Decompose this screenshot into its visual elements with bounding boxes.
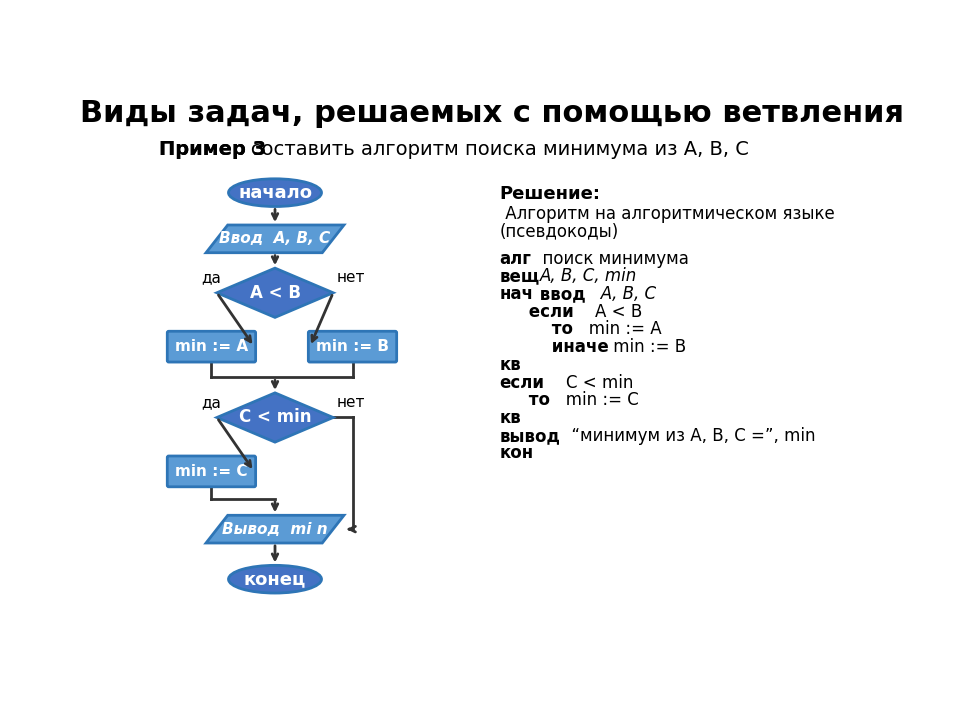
Polygon shape (217, 268, 333, 318)
Text: А, В, С: А, В, С (586, 285, 657, 303)
Text: вывод: вывод (500, 427, 561, 445)
Text: нач: нач (500, 285, 534, 303)
Ellipse shape (228, 179, 322, 207)
Text: то: то (500, 391, 550, 409)
Text: Решение:: Решение: (500, 185, 601, 203)
Text: нет: нет (337, 270, 366, 285)
Text: (псевдокоды): (псевдокоды) (500, 222, 619, 240)
Text: Алгоритм на алгоритмическом языке: Алгоритм на алгоритмическом языке (500, 205, 834, 223)
Text: алг: алг (500, 250, 532, 268)
Text: вещ: вещ (500, 267, 540, 285)
Text: кв: кв (500, 409, 521, 427)
Text: min := А: min := А (573, 320, 661, 338)
Text: поиск минимума: поиск минимума (532, 250, 688, 268)
Text: C < min: C < min (239, 408, 311, 426)
Text: ввод: ввод (534, 285, 586, 303)
FancyBboxPatch shape (167, 331, 255, 362)
Ellipse shape (228, 565, 322, 593)
Text: Пример 3: Пример 3 (158, 140, 266, 159)
Text: если: если (500, 303, 573, 321)
FancyBboxPatch shape (167, 456, 255, 487)
Polygon shape (206, 516, 344, 543)
Text: то: то (500, 320, 573, 338)
Text: А < В: А < В (250, 284, 300, 302)
Text: min := В: min := В (609, 338, 686, 356)
Text: “минимум из А, В, С =”, min: “минимум из А, В, С =”, min (561, 427, 815, 445)
Text: min := A: min := A (175, 339, 248, 354)
Text: А < В: А < В (573, 303, 641, 321)
Text: min := B: min := B (316, 339, 389, 354)
Text: min := C: min := C (175, 464, 248, 479)
Text: Ввод  А, В, С: Ввод А, В, С (220, 231, 330, 246)
Polygon shape (206, 225, 344, 253)
Text: Виды задач, решаемых с помощью ветвления: Виды задач, решаемых с помощью ветвления (80, 99, 904, 128)
Text: min := С: min := С (550, 391, 638, 409)
FancyBboxPatch shape (308, 331, 396, 362)
Text: иначе: иначе (500, 338, 609, 356)
Text: : составить алгоритм поиска минимума из А, В, С: : составить алгоритм поиска минимума из … (238, 140, 749, 159)
Text: Вывод  mi n: Вывод mi n (222, 522, 327, 536)
Text: если: если (500, 374, 544, 392)
Text: да: да (202, 270, 221, 285)
Text: да: да (202, 395, 221, 410)
Text: нет: нет (337, 395, 366, 410)
Text: кв: кв (500, 356, 521, 374)
Text: Пример 3: Пример 3 (158, 140, 266, 159)
Text: начало: начало (238, 184, 312, 202)
Text: конец: конец (244, 570, 306, 588)
Polygon shape (217, 393, 333, 442)
Text: С < min: С < min (544, 374, 634, 392)
Text: кон: кон (500, 444, 534, 462)
Text: А, В, С, min: А, В, С, min (540, 267, 637, 285)
